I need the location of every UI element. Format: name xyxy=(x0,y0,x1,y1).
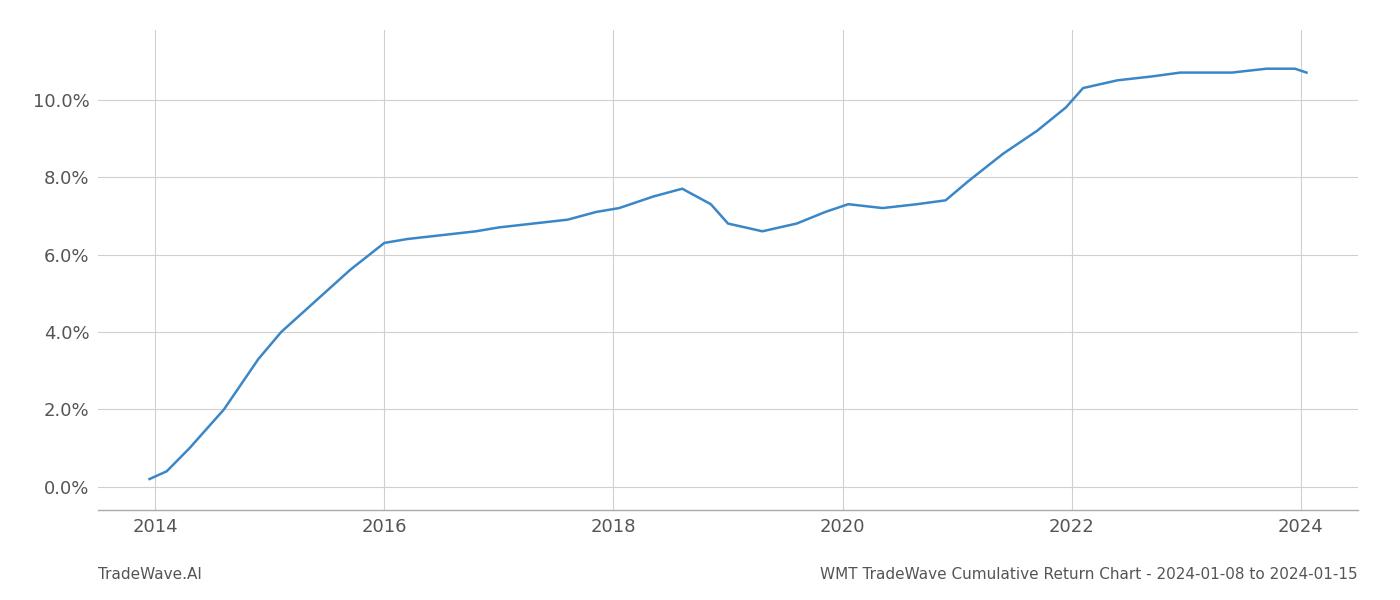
Text: TradeWave.AI: TradeWave.AI xyxy=(98,567,202,582)
Text: WMT TradeWave Cumulative Return Chart - 2024-01-08 to 2024-01-15: WMT TradeWave Cumulative Return Chart - … xyxy=(820,567,1358,582)
